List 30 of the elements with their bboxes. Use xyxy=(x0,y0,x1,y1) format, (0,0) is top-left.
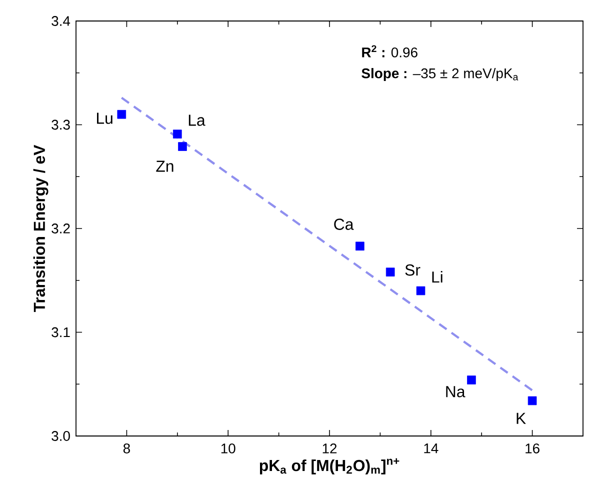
point xyxy=(467,376,476,384)
annotation: Lu xyxy=(97,112,112,124)
x-tick-label: 12 xyxy=(322,444,337,454)
text: R$^{2}$ : 0.96 xyxy=(362,45,418,58)
x-tick-label: 14 xyxy=(424,444,438,454)
annotation: K xyxy=(516,412,526,424)
point xyxy=(416,286,426,296)
annotation: Ca xyxy=(334,218,354,230)
point xyxy=(386,268,395,276)
annotation: Li xyxy=(432,271,442,283)
x-axis-title: pK$_{a}$ of [M(H$_{2}$O)$_{m}$]$^{n+}$ xyxy=(260,458,400,474)
point xyxy=(528,396,537,406)
annotation: Sr xyxy=(405,264,420,276)
y-tick-label: 3.3 xyxy=(52,120,70,130)
annotation: Na xyxy=(446,386,466,398)
x-tick-label: 10 xyxy=(221,444,236,454)
y-tick-label: 3.2 xyxy=(52,224,70,234)
x-tick-label: 8 xyxy=(123,444,130,454)
annotation: Zn xyxy=(156,160,174,172)
y-axis-title: Transition Energy / eV xyxy=(33,144,48,312)
y-tick-label: 3.0 xyxy=(52,431,70,441)
annotation: La xyxy=(188,114,206,126)
y-tick-label: 3.1 xyxy=(52,327,70,338)
point xyxy=(178,142,187,151)
point xyxy=(117,110,126,119)
point xyxy=(356,242,364,251)
y-tick-label: 3.4 xyxy=(52,16,70,26)
x-tick-label: 16 xyxy=(526,444,540,454)
annotation: Slope : –35 ± 2 meV/pK$_{a}$ xyxy=(362,68,518,82)
point xyxy=(173,130,182,138)
